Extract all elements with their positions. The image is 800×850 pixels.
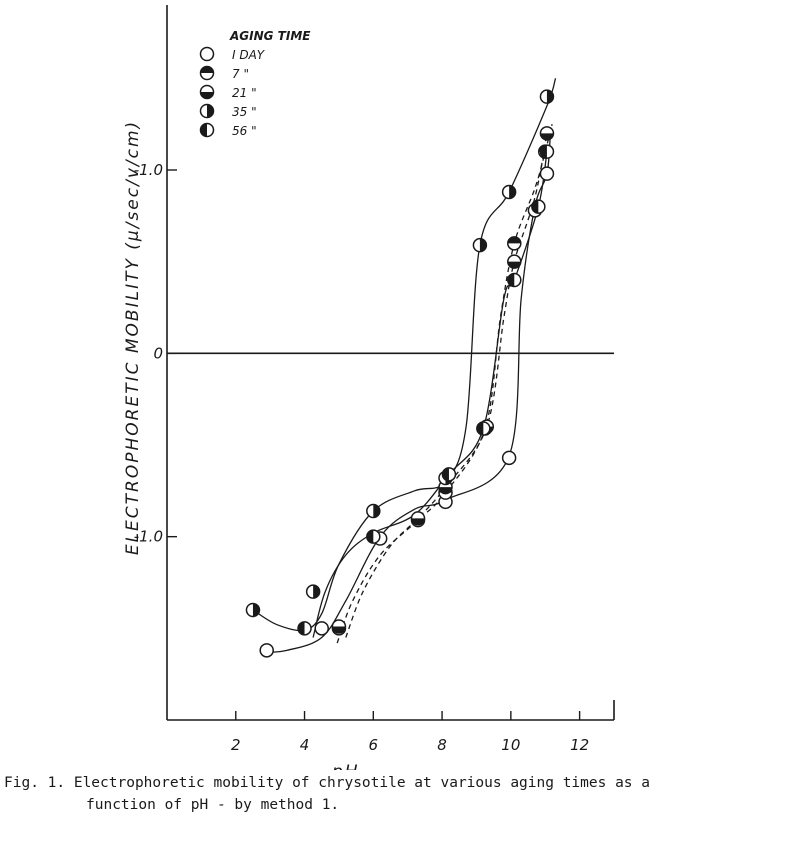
- legend-title: AGING TIME: [229, 29, 311, 43]
- data-point-series-4: [305, 584, 321, 599]
- data-point-series-3: [539, 126, 555, 141]
- curve-line-4: [336, 124, 553, 644]
- data-point-series-5: [441, 467, 457, 482]
- marker-fill: [439, 487, 453, 494]
- chart-curves: [252, 78, 557, 653]
- x-tick-label: 2: [231, 736, 241, 754]
- chart-legend: AGING TIME I DAY 7 " 21 " 35 " 56 ": [199, 29, 311, 138]
- x-tick-label: 4: [300, 736, 310, 754]
- marker-fill: [507, 273, 515, 287]
- marker-fill: [200, 92, 214, 99]
- marker-fill: [200, 66, 214, 73]
- data-point-series-5: [366, 529, 381, 544]
- chart: 2 4 6 8 10 12 -1.0 0 -1.0 pH ELECTROPHORETIC MOBIL…: [123, 5, 615, 770]
- x-tick-label: 10: [501, 736, 520, 754]
- marker-ring: [539, 166, 555, 181]
- curve-line-2: [252, 78, 557, 632]
- legend-marker-3: [199, 84, 215, 100]
- y-axis-label: ELECTROPHORETIC MOBILITY (μ/sec/v/cm): [123, 120, 143, 555]
- data-point-series-1: [539, 166, 555, 181]
- curve-line-3: [312, 151, 548, 638]
- marker-fill: [207, 104, 214, 118]
- x-tick-label: 6: [369, 736, 379, 754]
- legend-entry-2: 7 ": [232, 67, 249, 81]
- data-point-series-5: [539, 144, 555, 159]
- data-point-series-4: [245, 602, 261, 618]
- data-point-series-1: [259, 643, 274, 658]
- chart-points: [245, 89, 555, 658]
- y-tick-label: -1.0: [134, 161, 163, 179]
- curve-line-5: [345, 133, 548, 638]
- legend-entry-3: 21 ": [232, 86, 257, 100]
- legend-marker-5: [199, 122, 215, 138]
- legend-entry-4: 35 ": [232, 105, 257, 119]
- caption-line-1: Fig. 1. Electrophoretic mobility of chry…: [4, 775, 651, 791]
- legend-marker-1: [199, 46, 215, 62]
- marker-fill: [252, 603, 260, 617]
- data-point-series-2: [507, 236, 522, 251]
- marker-ring: [259, 643, 274, 658]
- marker-fill: [546, 90, 554, 104]
- marker-fill: [479, 238, 487, 252]
- marker-fill: [411, 518, 425, 525]
- data-point-series-4: [366, 503, 381, 519]
- marker-fill: [540, 133, 554, 140]
- marker-fill: [332, 626, 346, 634]
- data-point-series-4: [472, 237, 488, 253]
- data-point-series-5: [507, 272, 522, 288]
- data-point-series-3: [331, 619, 347, 634]
- figure-caption: Fig. 1. Electrophoretic mobility of chry…: [4, 772, 796, 816]
- marker-fill: [200, 123, 207, 137]
- curve-line-1: [266, 133, 552, 653]
- data-point-series-5: [297, 621, 312, 636]
- marker-fill: [442, 467, 449, 481]
- data-point-series-5: [531, 199, 546, 214]
- marker-fill: [298, 621, 305, 635]
- data-point-series-1: [501, 450, 517, 466]
- marker-fill: [366, 530, 374, 544]
- x-tick-label: 8: [437, 736, 447, 754]
- legend-entry-5: 56 ": [232, 124, 257, 138]
- data-point-series-3: [410, 511, 426, 526]
- data-point-series-5: [476, 421, 491, 436]
- data-point-series-3: [507, 254, 522, 269]
- marker-fill: [531, 200, 539, 214]
- marker-ring: [199, 46, 215, 62]
- chart-axes: 2 4 6 8 10 12 -1.0 0 -1.0 pH ELECTROPHORETIC MOBIL…: [123, 5, 615, 770]
- marker-fill: [507, 261, 521, 269]
- y-tick-label: 0: [153, 344, 163, 362]
- marker-fill: [373, 504, 380, 518]
- data-point-series-4: [539, 89, 555, 104]
- data-point-series-1: [314, 621, 329, 636]
- marker-ring: [314, 621, 329, 636]
- marker-fill: [476, 422, 484, 435]
- marker-fill: [509, 185, 516, 199]
- caption-line-2: function of pH - by method 1.: [86, 797, 340, 813]
- x-tick-label: 12: [570, 736, 589, 754]
- legend-marker-2: [199, 65, 215, 81]
- marker-fill: [540, 145, 547, 159]
- marker-ring: [501, 450, 517, 466]
- x-axis-label: pH: [331, 762, 360, 770]
- y-tick-label: -1.0: [134, 528, 163, 546]
- data-point-series-4: [501, 184, 517, 200]
- legend-marker-4: [199, 103, 215, 119]
- legend-entry-1: I DAY: [232, 48, 266, 62]
- marker-fill: [507, 236, 521, 244]
- marker-fill: [313, 585, 320, 599]
